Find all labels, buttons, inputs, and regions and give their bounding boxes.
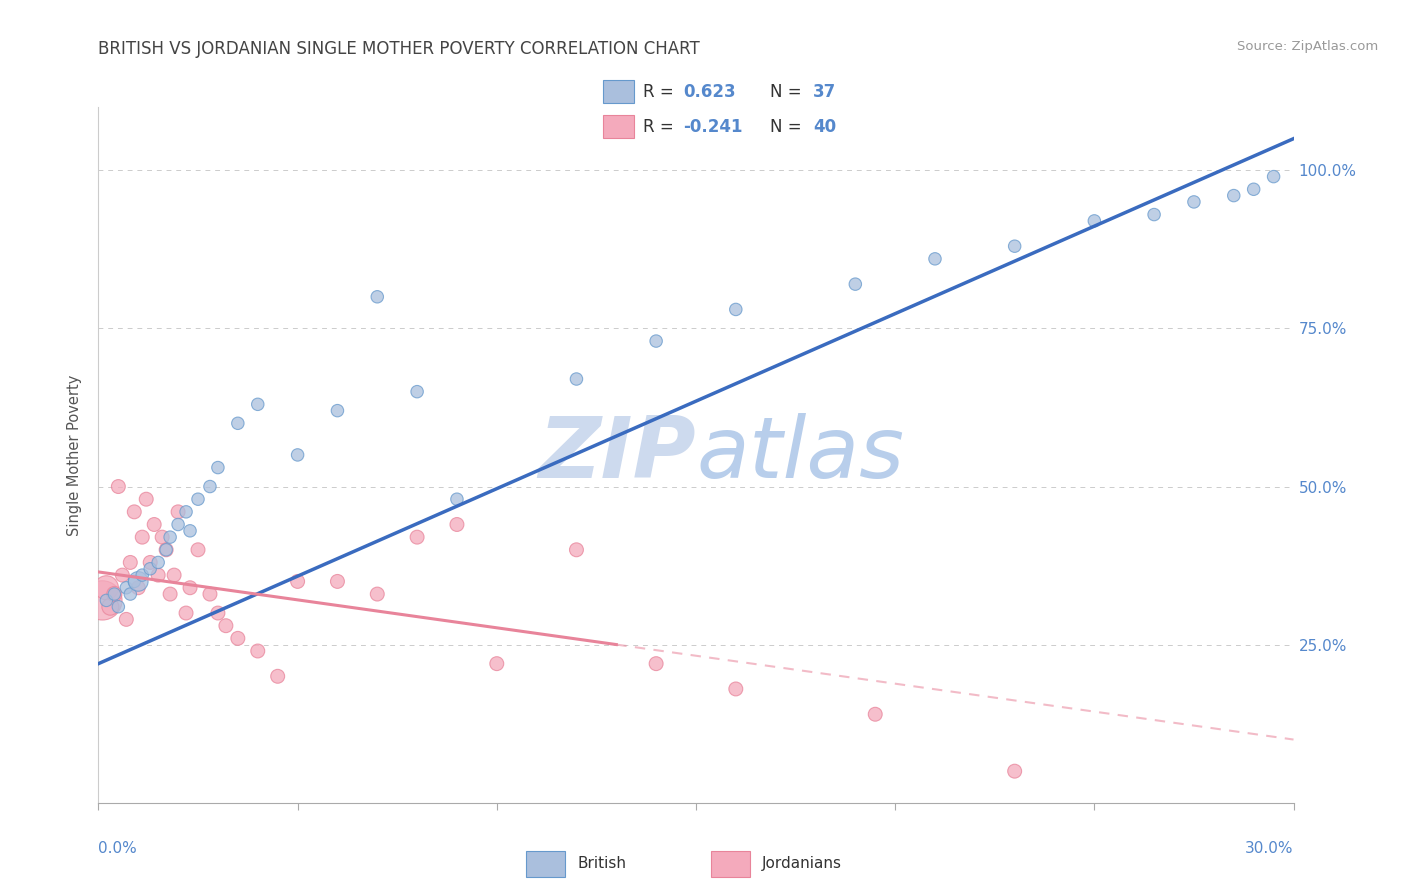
Point	[406, 384, 429, 399]
Point	[326, 574, 349, 589]
Point	[159, 530, 181, 544]
Point	[167, 505, 190, 519]
Point	[124, 505, 146, 519]
Point	[226, 417, 249, 431]
Point	[724, 681, 747, 696]
Y-axis label: Single Mother Poverty: Single Mother Poverty	[67, 375, 83, 535]
Point	[111, 568, 134, 582]
Text: British: British	[576, 855, 626, 871]
Point	[163, 568, 186, 582]
Point	[246, 644, 269, 658]
Text: 30.0%: 30.0%	[1246, 841, 1294, 856]
Text: -0.241: -0.241	[683, 118, 742, 136]
Point	[485, 657, 508, 671]
Point	[246, 397, 269, 411]
Text: ZIP: ZIP	[538, 413, 696, 497]
FancyBboxPatch shape	[711, 851, 751, 877]
Point	[115, 581, 138, 595]
Point	[96, 593, 118, 607]
Point	[127, 581, 149, 595]
Point	[446, 517, 468, 532]
Point	[1004, 239, 1026, 253]
Point	[267, 669, 290, 683]
Point	[91, 593, 114, 607]
Point	[1182, 194, 1205, 209]
Point	[326, 403, 349, 417]
Text: N =: N =	[770, 83, 807, 101]
Point	[1004, 764, 1026, 779]
Text: 0.0%: 0.0%	[98, 841, 138, 856]
FancyBboxPatch shape	[603, 80, 634, 103]
Point	[107, 479, 129, 493]
Point	[207, 606, 229, 620]
Text: atlas: atlas	[696, 413, 904, 497]
Text: Source: ZipAtlas.com: Source: ZipAtlas.com	[1237, 40, 1378, 54]
Point	[1083, 214, 1105, 228]
Text: Jordanians: Jordanians	[762, 855, 842, 871]
Point	[287, 448, 309, 462]
Point	[724, 302, 747, 317]
Point	[366, 587, 388, 601]
Point	[120, 587, 142, 601]
FancyBboxPatch shape	[603, 115, 634, 138]
Point	[645, 334, 668, 348]
Point	[148, 556, 170, 570]
Point	[844, 277, 866, 292]
Point	[1222, 188, 1246, 202]
Point	[103, 587, 125, 601]
Text: 0.623: 0.623	[683, 83, 735, 101]
Point	[406, 530, 429, 544]
Point	[143, 517, 166, 532]
Point	[174, 505, 197, 519]
Point	[287, 574, 309, 589]
Point	[1243, 182, 1265, 196]
Point	[1143, 208, 1166, 222]
Point	[187, 492, 209, 507]
Point	[174, 606, 197, 620]
Text: R =: R =	[643, 118, 679, 136]
Point	[924, 252, 946, 266]
Point	[366, 290, 388, 304]
Point	[139, 556, 162, 570]
Text: 37: 37	[813, 83, 837, 101]
Point	[167, 517, 190, 532]
Point	[148, 568, 170, 582]
FancyBboxPatch shape	[526, 851, 565, 877]
Point	[135, 492, 157, 507]
Point	[120, 556, 142, 570]
Point	[124, 574, 146, 589]
Point	[179, 524, 201, 538]
Point	[187, 542, 209, 557]
Text: N =: N =	[770, 118, 807, 136]
Point	[103, 587, 125, 601]
Point	[645, 657, 668, 671]
Point	[155, 542, 177, 557]
Point	[139, 562, 162, 576]
Point	[127, 574, 149, 589]
Point	[150, 530, 173, 544]
Text: 40: 40	[813, 118, 837, 136]
Point	[131, 530, 153, 544]
Text: BRITISH VS JORDANIAN SINGLE MOTHER POVERTY CORRELATION CHART: BRITISH VS JORDANIAN SINGLE MOTHER POVER…	[98, 40, 700, 58]
Point	[100, 599, 122, 614]
Point	[155, 542, 177, 557]
Point	[159, 587, 181, 601]
Point	[96, 581, 118, 595]
Point	[207, 460, 229, 475]
Point	[863, 707, 887, 722]
Point	[115, 612, 138, 626]
Point	[107, 599, 129, 614]
Point	[1263, 169, 1285, 184]
Point	[131, 568, 153, 582]
Point	[198, 587, 221, 601]
Point	[198, 479, 221, 493]
Point	[565, 542, 588, 557]
Point	[226, 632, 249, 646]
Point	[446, 492, 468, 507]
Point	[179, 581, 201, 595]
Point	[215, 618, 238, 632]
Point	[565, 372, 588, 386]
Text: R =: R =	[643, 83, 679, 101]
